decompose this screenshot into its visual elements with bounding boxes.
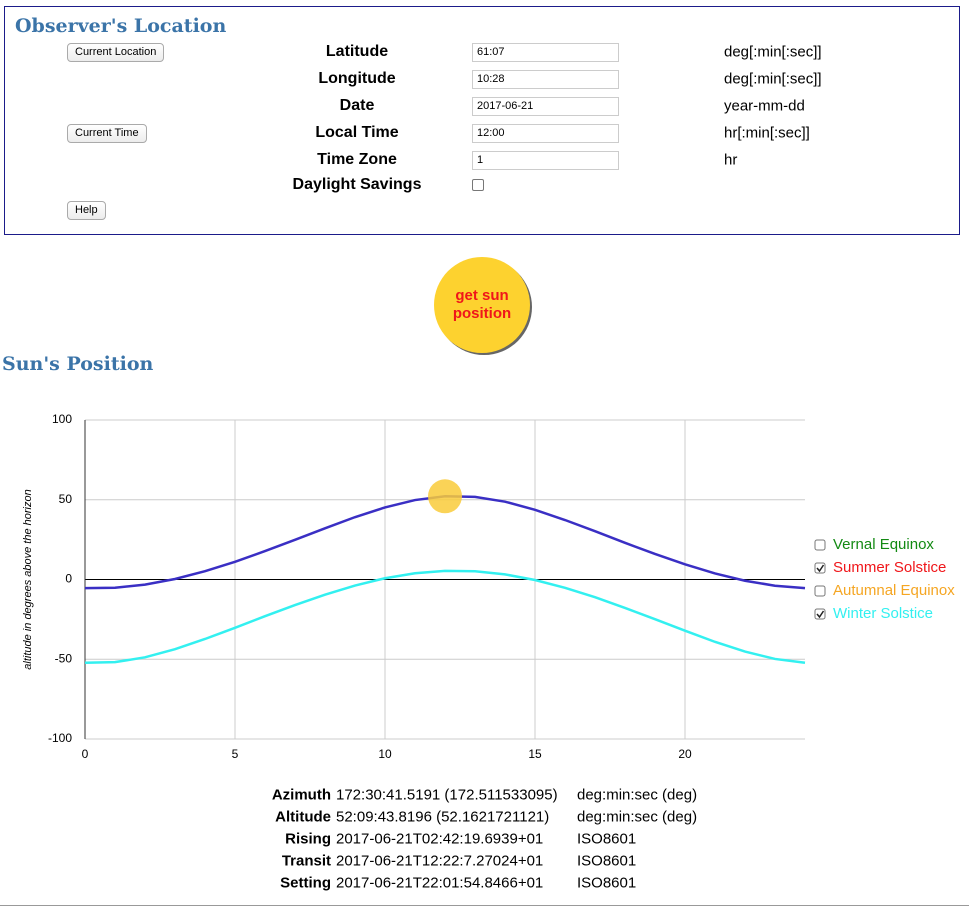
x-tick-label: 0 xyxy=(82,747,89,761)
result-unit: deg:min:sec (deg) xyxy=(577,786,698,804)
field-unit: year-mm-dd xyxy=(724,97,805,115)
result-value: 2017-06-21T22:01:54.8466+01 xyxy=(336,874,544,892)
result-label: Transit xyxy=(281,852,331,870)
y-tick-label: 50 xyxy=(59,492,73,506)
result-value: 2017-06-21T12:22:7.27024+01 xyxy=(336,852,544,870)
legend-check xyxy=(816,564,825,573)
get-sun-position-button[interactable]: get sun position xyxy=(434,257,530,353)
current-time-button[interactable]: Current Time xyxy=(67,124,147,143)
x-tick-label: 10 xyxy=(378,747,392,761)
daylight-checkbox[interactable] xyxy=(472,179,484,191)
field-unit: hr xyxy=(724,151,738,169)
legend-label: Winter Solstice xyxy=(833,605,933,622)
sun-title: Sun's Position xyxy=(2,353,154,375)
result-label: Altitude xyxy=(275,808,331,826)
result-unit: ISO8601 xyxy=(577,852,637,870)
legend-checkbox[interactable] xyxy=(814,585,826,597)
help-button[interactable]: Help xyxy=(67,201,106,220)
field-unit: deg[:min[:sec]] xyxy=(724,70,822,88)
y-tick-label: -100 xyxy=(48,731,72,745)
legend-label: Summer Solstice xyxy=(833,559,946,576)
x-tick-label: 15 xyxy=(528,747,542,761)
result-value: 52:09:43.8196 (52.1621721121) xyxy=(336,808,550,826)
field-label: Longitude xyxy=(318,70,396,87)
current-location-button[interactable]: Current Location xyxy=(67,43,165,62)
x-tick-label: 20 xyxy=(678,747,692,761)
y-tick-label: 0 xyxy=(65,572,72,586)
field-label: Date xyxy=(339,97,375,114)
result-unit: ISO8601 xyxy=(577,874,637,892)
legend-label: Autumnal Equinox xyxy=(833,582,955,599)
result-unit: ISO8601 xyxy=(577,830,637,848)
field-unit: hr[:min[:sec]] xyxy=(724,124,810,142)
result-label: Setting xyxy=(280,874,331,892)
field-label: Local Time xyxy=(315,124,399,141)
legend-label: Vernal Equinox xyxy=(833,536,934,553)
result-value: 172:30:41.5191 (172.511533095) xyxy=(336,786,558,804)
field-input[interactable]: 2017-06-21 xyxy=(472,97,619,116)
sun-marker xyxy=(428,479,462,514)
legend-check xyxy=(816,610,825,619)
field-input[interactable]: 10:28 xyxy=(472,70,619,89)
divider xyxy=(0,905,969,906)
observer-title: Observer's Location xyxy=(15,15,227,37)
x-tick-label: 5 xyxy=(232,747,239,761)
field-label: Time Zone xyxy=(317,151,397,168)
button-label: get sun position xyxy=(452,287,512,322)
field-label: Daylight Savings xyxy=(292,176,422,193)
observer-panel xyxy=(4,6,960,235)
result-unit: deg:min:sec (deg) xyxy=(577,808,698,826)
y-tick-label: -50 xyxy=(55,651,73,665)
field-input[interactable]: 12:00 xyxy=(472,124,619,143)
field-input[interactable]: 61:07 xyxy=(472,43,619,62)
series-line xyxy=(84,569,806,665)
y-axis-label: altitude in degrees above the horizon xyxy=(22,489,34,669)
result-label: Azimuth xyxy=(271,786,331,804)
field-unit: deg[:min[:sec]] xyxy=(724,43,822,61)
field-input[interactable]: 1 xyxy=(472,151,619,170)
legend-checkbox[interactable] xyxy=(814,539,826,551)
field-label: Latitude xyxy=(325,43,389,60)
chart: -100 -50 0 50 100 0 5 10 15 20 altitude in degrees… xyxy=(22,412,955,761)
y-tick-label: 100 xyxy=(52,412,72,426)
result-label: Rising xyxy=(285,830,331,848)
result-value: 2017-06-21T02:42:19.6939+01 xyxy=(336,830,544,848)
